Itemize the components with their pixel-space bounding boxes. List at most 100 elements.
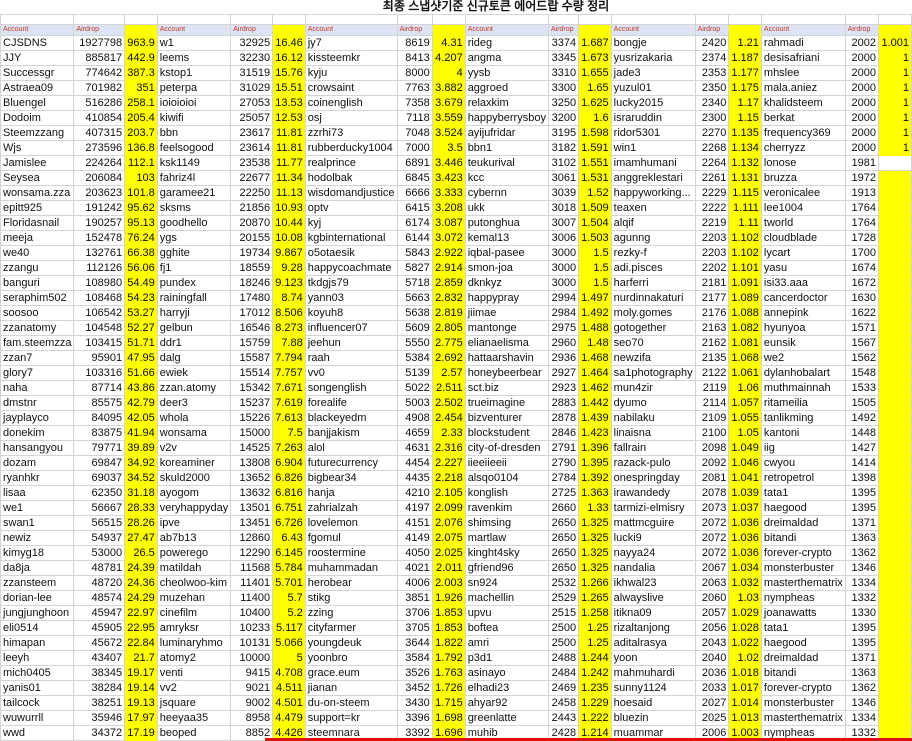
amount-cell[interactable]: 3584 — [396, 650, 433, 666]
airdrop-cell[interactable]: 1.504 — [578, 215, 612, 231]
airdrop-cell[interactable] — [878, 695, 912, 711]
account-cell[interactable]: wonsama.zza — [0, 185, 75, 201]
airdrop-cell[interactable] — [878, 485, 912, 501]
amount-cell[interactable]: 2162 — [694, 335, 730, 351]
account-cell[interactable]: realprince — [304, 155, 398, 171]
account-cell[interactable]: cherryzz — [760, 140, 846, 156]
amount-cell[interactable]: 2081 — [694, 470, 730, 486]
airdrop-cell[interactable] — [878, 605, 912, 621]
account-cell[interactable]: Jamislee — [0, 155, 75, 171]
account-cell[interactable]: newiz — [0, 530, 75, 546]
airdrop-cell[interactable]: 66.38 — [124, 245, 158, 261]
amount-cell[interactable]: 2936 — [547, 350, 580, 366]
amount-cell[interactable]: 7118 — [396, 110, 433, 126]
amount-cell[interactable]: 1395 — [844, 635, 880, 651]
airdrop-cell[interactable]: 112.1 — [124, 155, 158, 171]
airdrop-cell[interactable] — [878, 350, 912, 366]
amount-cell[interactable]: 4659 — [396, 425, 433, 441]
amount-cell[interactable]: 6144 — [396, 230, 433, 246]
account-cell[interactable]: zzanatomy — [0, 320, 75, 336]
account-cell[interactable]: we1 — [0, 500, 75, 516]
amount-cell[interactable]: 20870 — [230, 215, 274, 231]
airdrop-cell[interactable]: 1.853 — [431, 620, 466, 636]
amount-cell[interactable]: 2340 — [694, 95, 730, 111]
amount-cell[interactable]: 9415 — [230, 665, 274, 681]
account-cell[interactable]: shimsing — [464, 515, 549, 531]
account-cell[interactable]: rainingfall — [156, 290, 232, 306]
empty-cell[interactable] — [272, 14, 306, 25]
amount-cell[interactable]: 2261 — [694, 170, 730, 186]
account-cell[interactable]: fallrain — [610, 440, 696, 456]
amount-cell[interactable]: 32925 — [230, 35, 274, 51]
account-cell[interactable]: ab7b13 — [156, 530, 232, 546]
airdrop-cell[interactable]: 1.115 — [728, 185, 762, 201]
account-cell[interactable]: venti — [156, 665, 232, 681]
amount-cell[interactable]: 1346 — [844, 560, 880, 576]
account-cell[interactable]: fam.steemzza — [0, 335, 75, 351]
amount-cell[interactable]: 1371 — [844, 650, 880, 666]
airdrop-cell[interactable]: 95.62 — [124, 200, 158, 216]
account-cell[interactable]: Astraea09 — [0, 80, 75, 96]
account-cell[interactable]: haegood — [760, 500, 846, 516]
airdrop-cell[interactable]: 16.46 — [272, 35, 306, 51]
empty-cell[interactable] — [610, 14, 696, 25]
airdrop-cell[interactable]: 1.088 — [728, 305, 762, 321]
amount-cell[interactable]: 1330 — [844, 605, 880, 621]
account-cell[interactable]: isi33.aaa — [760, 275, 846, 291]
airdrop-cell[interactable]: 1.061 — [728, 365, 762, 381]
account-cell[interactable]: irawandedy — [610, 485, 696, 501]
amount-cell[interactable]: 2500 — [547, 635, 580, 651]
airdrop-cell[interactable]: 3.423 — [431, 170, 466, 186]
amount-cell[interactable]: 8852 — [230, 725, 274, 741]
airdrop-cell[interactable]: 11.34 — [272, 170, 306, 186]
header-highlight-cell[interactable] — [124, 24, 158, 36]
account-cell[interactable]: happycoachmate — [304, 260, 398, 276]
amount-cell[interactable]: 3452 — [396, 680, 433, 696]
account-cell[interactable]: forealife — [304, 395, 398, 411]
amount-cell[interactable]: 19734 — [230, 245, 274, 261]
account-cell[interactable]: cheolwoo-kim — [156, 575, 232, 591]
airdrop-cell[interactable]: 1.625 — [578, 95, 612, 111]
account-cell[interactable]: himapan — [0, 635, 75, 651]
airdrop-cell[interactable]: 34.52 — [124, 470, 158, 486]
amount-cell[interactable]: 8958 — [230, 710, 274, 726]
airdrop-cell[interactable]: 1 — [878, 50, 912, 66]
account-cell[interactable]: stikg — [304, 590, 398, 606]
airdrop-cell[interactable]: 1.06 — [728, 380, 762, 396]
account-cell[interactable]: cityfarmer — [304, 620, 398, 636]
amount-cell[interactable]: 1427 — [844, 440, 880, 456]
account-cell[interactable]: zzrhi73 — [304, 125, 398, 141]
airdrop-cell[interactable]: 4.501 — [272, 695, 306, 711]
airdrop-cell[interactable]: 1.715 — [431, 695, 466, 711]
amount-cell[interactable]: 2488 — [547, 650, 580, 666]
account-cell[interactable]: Successgr — [0, 65, 75, 81]
airdrop-cell[interactable] — [878, 680, 912, 696]
account-cell[interactable]: relaxkim — [464, 95, 549, 111]
empty-cell[interactable] — [431, 14, 466, 25]
airdrop-cell[interactable]: 5.7 — [272, 590, 306, 606]
airdrop-cell[interactable]: 19.13 — [124, 695, 158, 711]
amount-cell[interactable]: 32230 — [230, 50, 274, 66]
amount-cell[interactable]: 1571 — [844, 320, 880, 336]
amount-cell[interactable]: 13808 — [230, 455, 274, 471]
amount-cell[interactable]: 410854 — [73, 110, 126, 126]
account-cell[interactable]: songenglish — [304, 380, 398, 396]
amount-cell[interactable]: 54937 — [73, 530, 126, 546]
airdrop-cell[interactable]: 7.794 — [272, 350, 306, 366]
airdrop-cell[interactable]: 1.244 — [578, 650, 612, 666]
airdrop-cell[interactable]: 1.081 — [728, 335, 762, 351]
amount-cell[interactable]: 53000 — [73, 545, 126, 561]
amount-cell[interactable]: 190257 — [73, 215, 126, 231]
amount-cell[interactable]: 2063 — [694, 575, 730, 591]
account-cell[interactable]: atomy2 — [156, 650, 232, 666]
airdrop-cell[interactable]: 1.726 — [431, 680, 466, 696]
amount-cell[interactable]: 4197 — [396, 500, 433, 516]
amount-cell[interactable]: 104548 — [73, 320, 126, 336]
account-cell[interactable]: elianaelisma — [464, 335, 549, 351]
airdrop-cell[interactable]: 31.18 — [124, 485, 158, 501]
amount-cell[interactable]: 15342 — [230, 380, 274, 396]
account-cell[interactable]: rezky-f — [610, 245, 696, 261]
account-cell[interactable]: Seysea — [0, 170, 75, 186]
amount-cell[interactable]: 4149 — [396, 530, 433, 546]
account-cell[interactable]: dreimaldad — [760, 650, 846, 666]
